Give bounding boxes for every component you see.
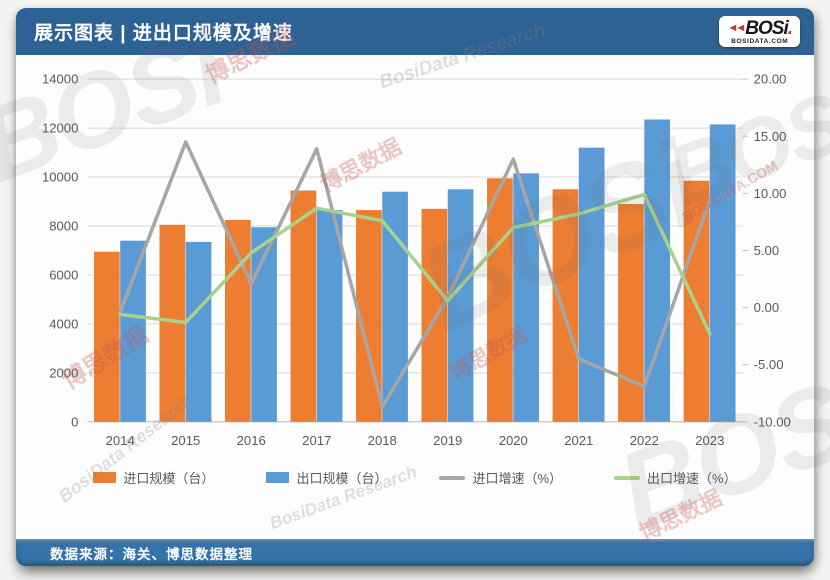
export-scale-bar: [185, 241, 212, 422]
left-axis-tick-label: 6000: [49, 267, 78, 282]
x-axis-label: 2023: [695, 433, 724, 448]
header-bar: 展示图表 | 进出口规模及增速 ◄◄ BOSi. BOSIDATA.COM: [16, 8, 814, 55]
footer-bar: 数据来源：海关、博思数据整理: [16, 539, 814, 566]
right-axis-tick-label: 10.00: [754, 186, 787, 201]
export-growth-line: [118, 192, 712, 336]
legend-label: 进口规模（台）: [123, 471, 215, 487]
legend-item-export-growth: 出口增速（%）: [614, 468, 737, 487]
legend-swatch-export-scale: [266, 472, 290, 484]
legend-item-import-scale: 进口规模（台）: [93, 468, 214, 487]
legend-item-export-scale: 出口规模（台）: [266, 468, 387, 487]
logo-wing-icon: ◄◄: [727, 21, 746, 34]
legend-swatch-import-growth: [439, 475, 466, 480]
import-growth-line: [118, 140, 712, 409]
left-axis-tick-label: 4000: [49, 316, 78, 331]
export-scale-bar: [709, 124, 736, 422]
left-axis-tick-label: 0: [71, 414, 78, 429]
legend-swatch-export-growth: [614, 475, 641, 480]
chart-legend: 进口规模（台） 出口规模（台） 进口增速（%） 出口增速（%）: [32, 468, 798, 487]
logo-domain-text: BOSIDATA.COM: [731, 37, 789, 45]
x-axis-label: 2019: [433, 433, 462, 448]
left-axis-tick-label: 12000: [42, 121, 78, 136]
x-axis-label: 2021: [564, 433, 593, 448]
x-axis-label: 2016: [237, 433, 266, 448]
export-scale-bar: [120, 240, 146, 422]
chart-card: 展示图表 | 进出口规模及增速 ◄◄ BOSi. BOSIDATA.COM 0 2…: [0, 8, 830, 566]
left-axis-tick-label: 8000: [49, 219, 78, 234]
x-axis-label: 2015: [171, 433, 200, 448]
import-scale-bar: [683, 180, 710, 422]
page-title: 展示图表 | 进出口规模及增速: [34, 23, 293, 44]
import-scale-bar: [552, 189, 579, 422]
bosi-logo[interactable]: ◄◄ BOSi. BOSIDATA.COM: [719, 15, 800, 48]
left-axis-tick-label: 14000: [42, 72, 78, 87]
combo-chart: 0 2000 4000 6000 8000 10000 12000 14000 -10.00 -5…: [42, 72, 791, 448]
logo-brand-row: ◄◄ BOSi.: [727, 17, 793, 39]
right-axis-tick-label: -10.00: [754, 414, 791, 429]
import-scale-bar: [421, 208, 448, 422]
legend-item-import-growth: 进口增速（%）: [439, 468, 562, 487]
x-axis-label: 2014: [106, 433, 135, 448]
import-scale-bar: [93, 251, 120, 422]
left-axis-tick-label: 10000: [42, 170, 78, 185]
legend-label: 进口增速（%）: [472, 471, 563, 487]
right-axis-tick-label: -5.00: [754, 357, 784, 372]
right-axis-tick-label: 0.00: [754, 300, 779, 315]
right-axis-tick-label: 15.00: [754, 129, 787, 144]
right-axis-tick-label: 20.00: [754, 72, 787, 87]
import-scale-bar: [225, 219, 251, 422]
logo-brand-text: BOSi.: [745, 17, 793, 39]
export-scale-bar: [447, 189, 474, 422]
legend-label: 出口规模（台）: [296, 471, 388, 487]
legend-swatch-import-scale: [93, 472, 117, 484]
x-axis-label: 2018: [368, 433, 397, 448]
import-scale-bar: [290, 190, 317, 422]
x-axis-label: 2017: [302, 433, 331, 448]
export-scale-bar: [316, 210, 343, 422]
export-scale-bar: [578, 147, 605, 422]
chart-body: 0 2000 4000 6000 8000 10000 12000 14000 -10.00 -5…: [16, 55, 814, 539]
import-scale-bar: [487, 178, 513, 422]
x-axis-label: 2020: [499, 433, 528, 448]
x-axis-label: 2022: [630, 433, 659, 448]
right-axis-tick-label: 5.00: [754, 243, 779, 258]
export-scale-bar: [513, 173, 539, 422]
import-scale-bar: [618, 203, 644, 422]
left-axis-tick-label: 2000: [49, 365, 78, 380]
legend-label: 出口增速（%）: [647, 471, 737, 487]
data-source-text: 数据来源：海关、博思数据整理: [50, 546, 253, 562]
